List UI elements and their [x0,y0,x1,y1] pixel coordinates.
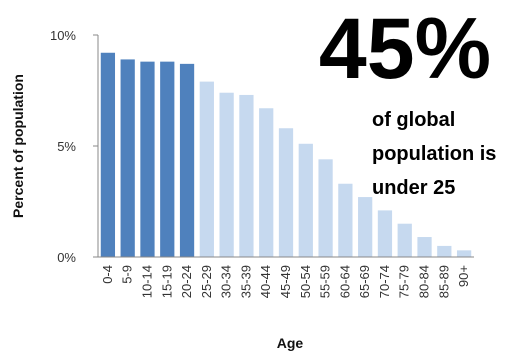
bar-60-64 [338,183,353,257]
x-tick-label: 55-59 [318,265,333,298]
bar-50-54 [298,143,313,257]
bar-70-74 [377,210,393,257]
bar-20-24 [179,63,195,257]
x-tick-label: 90+ [456,265,471,287]
x-tick-label: 15-19 [159,265,174,298]
callout-line-1: of global [372,109,455,131]
x-tick-label: 5-9 [120,265,135,284]
y-tick-label: 0% [57,250,76,265]
bar-15-19 [160,61,175,257]
x-tick-label: 10-14 [139,265,154,298]
callout-line-3: under 25 [372,177,455,199]
bar-5-9 [120,59,135,257]
y-tick-label: 10% [50,28,76,43]
bar-55-59 [318,159,333,257]
bar-85-89 [437,245,452,257]
x-axis-ticks: 0-4 5-9 10-14 15-19 20-24 25-29 30-34 35-39 40-4… [100,265,471,298]
x-tick-label: 0-4 [100,265,115,284]
x-tick-label: 40-44 [258,265,273,298]
x-tick-label: 80-84 [417,265,432,298]
bar-10-14 [140,61,155,257]
x-axis-title: Age [277,335,304,351]
bar-25-29 [199,81,214,258]
x-tick-label: 60-64 [337,265,352,298]
x-tick-label: 65-69 [357,265,372,298]
bar-90+ [456,250,472,257]
bar-35-39 [239,94,254,257]
bar-75-79 [397,223,412,257]
x-tick-label: 45-49 [278,265,293,298]
y-axis-title: Percent of population [10,74,26,218]
bar-80-84 [417,237,432,257]
y-tick-label: 5% [57,139,76,154]
x-tick-label: 50-54 [298,265,313,298]
x-tick-label: 35-39 [238,265,253,298]
bar-0-4 [100,52,116,258]
x-tick-label: 25-29 [199,265,214,298]
callout-line-2: population is [372,143,496,165]
bars [100,52,472,258]
headline-stat: 45% [319,1,491,97]
x-tick-label: 30-34 [219,265,234,298]
x-tick-label: 70-74 [377,265,392,298]
x-tick-label: 20-24 [179,265,194,298]
bar-40-44 [259,108,274,257]
x-tick-label: 85-89 [436,265,451,298]
y-axis-ticks: 0% 5% 10% [50,28,98,265]
bar-30-34 [219,92,234,257]
bar-65-69 [358,197,373,257]
x-tick-label: 75-79 [397,265,412,298]
bar-45-49 [278,128,294,257]
